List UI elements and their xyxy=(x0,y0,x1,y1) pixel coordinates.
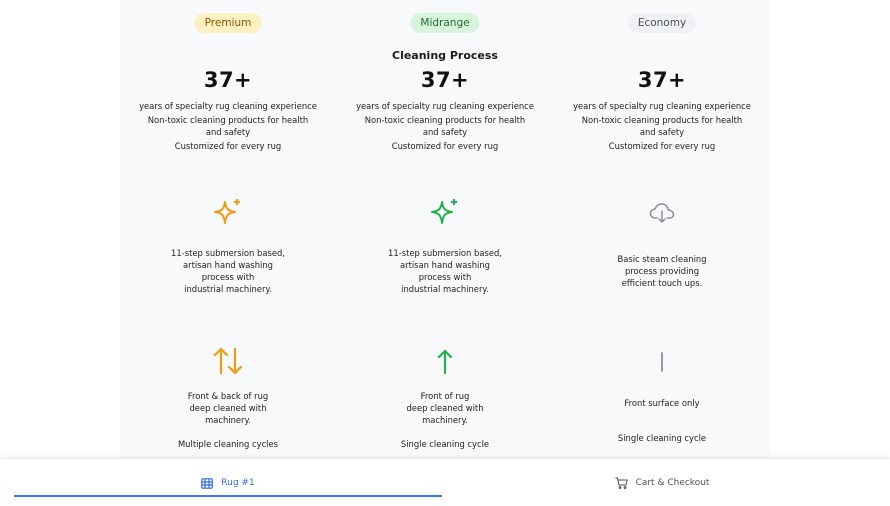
surface-description: Front of rug deep cleaned with machinery… xyxy=(406,391,484,425)
feature-list: years of specialty rug cleaning experien… xyxy=(128,100,328,154)
experience-stat: 37+ xyxy=(203,68,253,92)
feature-item: Non-toxic cleaning products for health a… xyxy=(364,115,526,137)
cleaning-cycles: Multiple cleaning cycles xyxy=(177,439,279,449)
tab-cart-label: Cart & Checkout xyxy=(635,478,710,488)
feature-item: years of specialty rug cleaning experien… xyxy=(139,101,317,111)
cleaning-cycles: Single cleaning cycle xyxy=(400,439,490,449)
bottom-tab-bar: Rug #1 Cart & Checkout xyxy=(0,458,890,506)
arrows-up-down-icon xyxy=(211,346,245,380)
feature-list: years of specialty rug cleaning experien… xyxy=(562,100,762,154)
tier-badge-premium[interactable]: Premium xyxy=(194,13,262,33)
section-title: Cleaning Process xyxy=(392,49,498,62)
feature-list: years of specialty rug cleaning experien… xyxy=(345,100,545,154)
active-tab-indicator xyxy=(14,495,442,497)
tier-badge-economy[interactable]: Economy xyxy=(627,13,697,33)
comparison-panel xyxy=(120,0,770,458)
process-description: 11-step submersion based, artisan hand w… xyxy=(171,248,285,294)
grid-list-icon xyxy=(201,477,214,489)
feature-item: years of specialty rug cleaning experien… xyxy=(356,101,534,111)
tab-rug[interactable]: Rug #1 xyxy=(14,459,442,506)
cart-icon xyxy=(614,477,628,489)
sparkles-icon xyxy=(428,196,462,234)
experience-stat: 37+ xyxy=(637,68,687,92)
process-description: Basic steam cleaning process providing e… xyxy=(617,254,707,288)
cloud-download-icon xyxy=(649,202,675,228)
tier-badge-midrange[interactable]: Midrange xyxy=(410,13,480,33)
feature-item: Non-toxic cleaning products for health a… xyxy=(581,115,743,137)
vertical-line-icon xyxy=(659,351,665,377)
tab-cart-checkout[interactable]: Cart & Checkout xyxy=(448,459,876,506)
sparkles-icon xyxy=(211,196,245,234)
surface-description: Front surface only xyxy=(624,398,700,408)
experience-stat: 37+ xyxy=(420,68,470,92)
feature-item: Customized for every rug xyxy=(174,141,282,151)
feature-item: years of specialty rug cleaning experien… xyxy=(573,101,751,111)
cleaning-cycles: Single cleaning cycle xyxy=(617,433,707,443)
feature-item: Non-toxic cleaning products for health a… xyxy=(147,115,309,137)
arrow-up-icon xyxy=(435,348,455,380)
feature-item: Customized for every rug xyxy=(391,141,499,151)
process-description: 11-step submersion based, artisan hand w… xyxy=(388,248,502,294)
tab-rug-label: Rug #1 xyxy=(221,478,255,488)
feature-item: Customized for every rug xyxy=(608,141,716,151)
surface-description: Front & back of rug deep cleaned with ma… xyxy=(187,391,269,425)
